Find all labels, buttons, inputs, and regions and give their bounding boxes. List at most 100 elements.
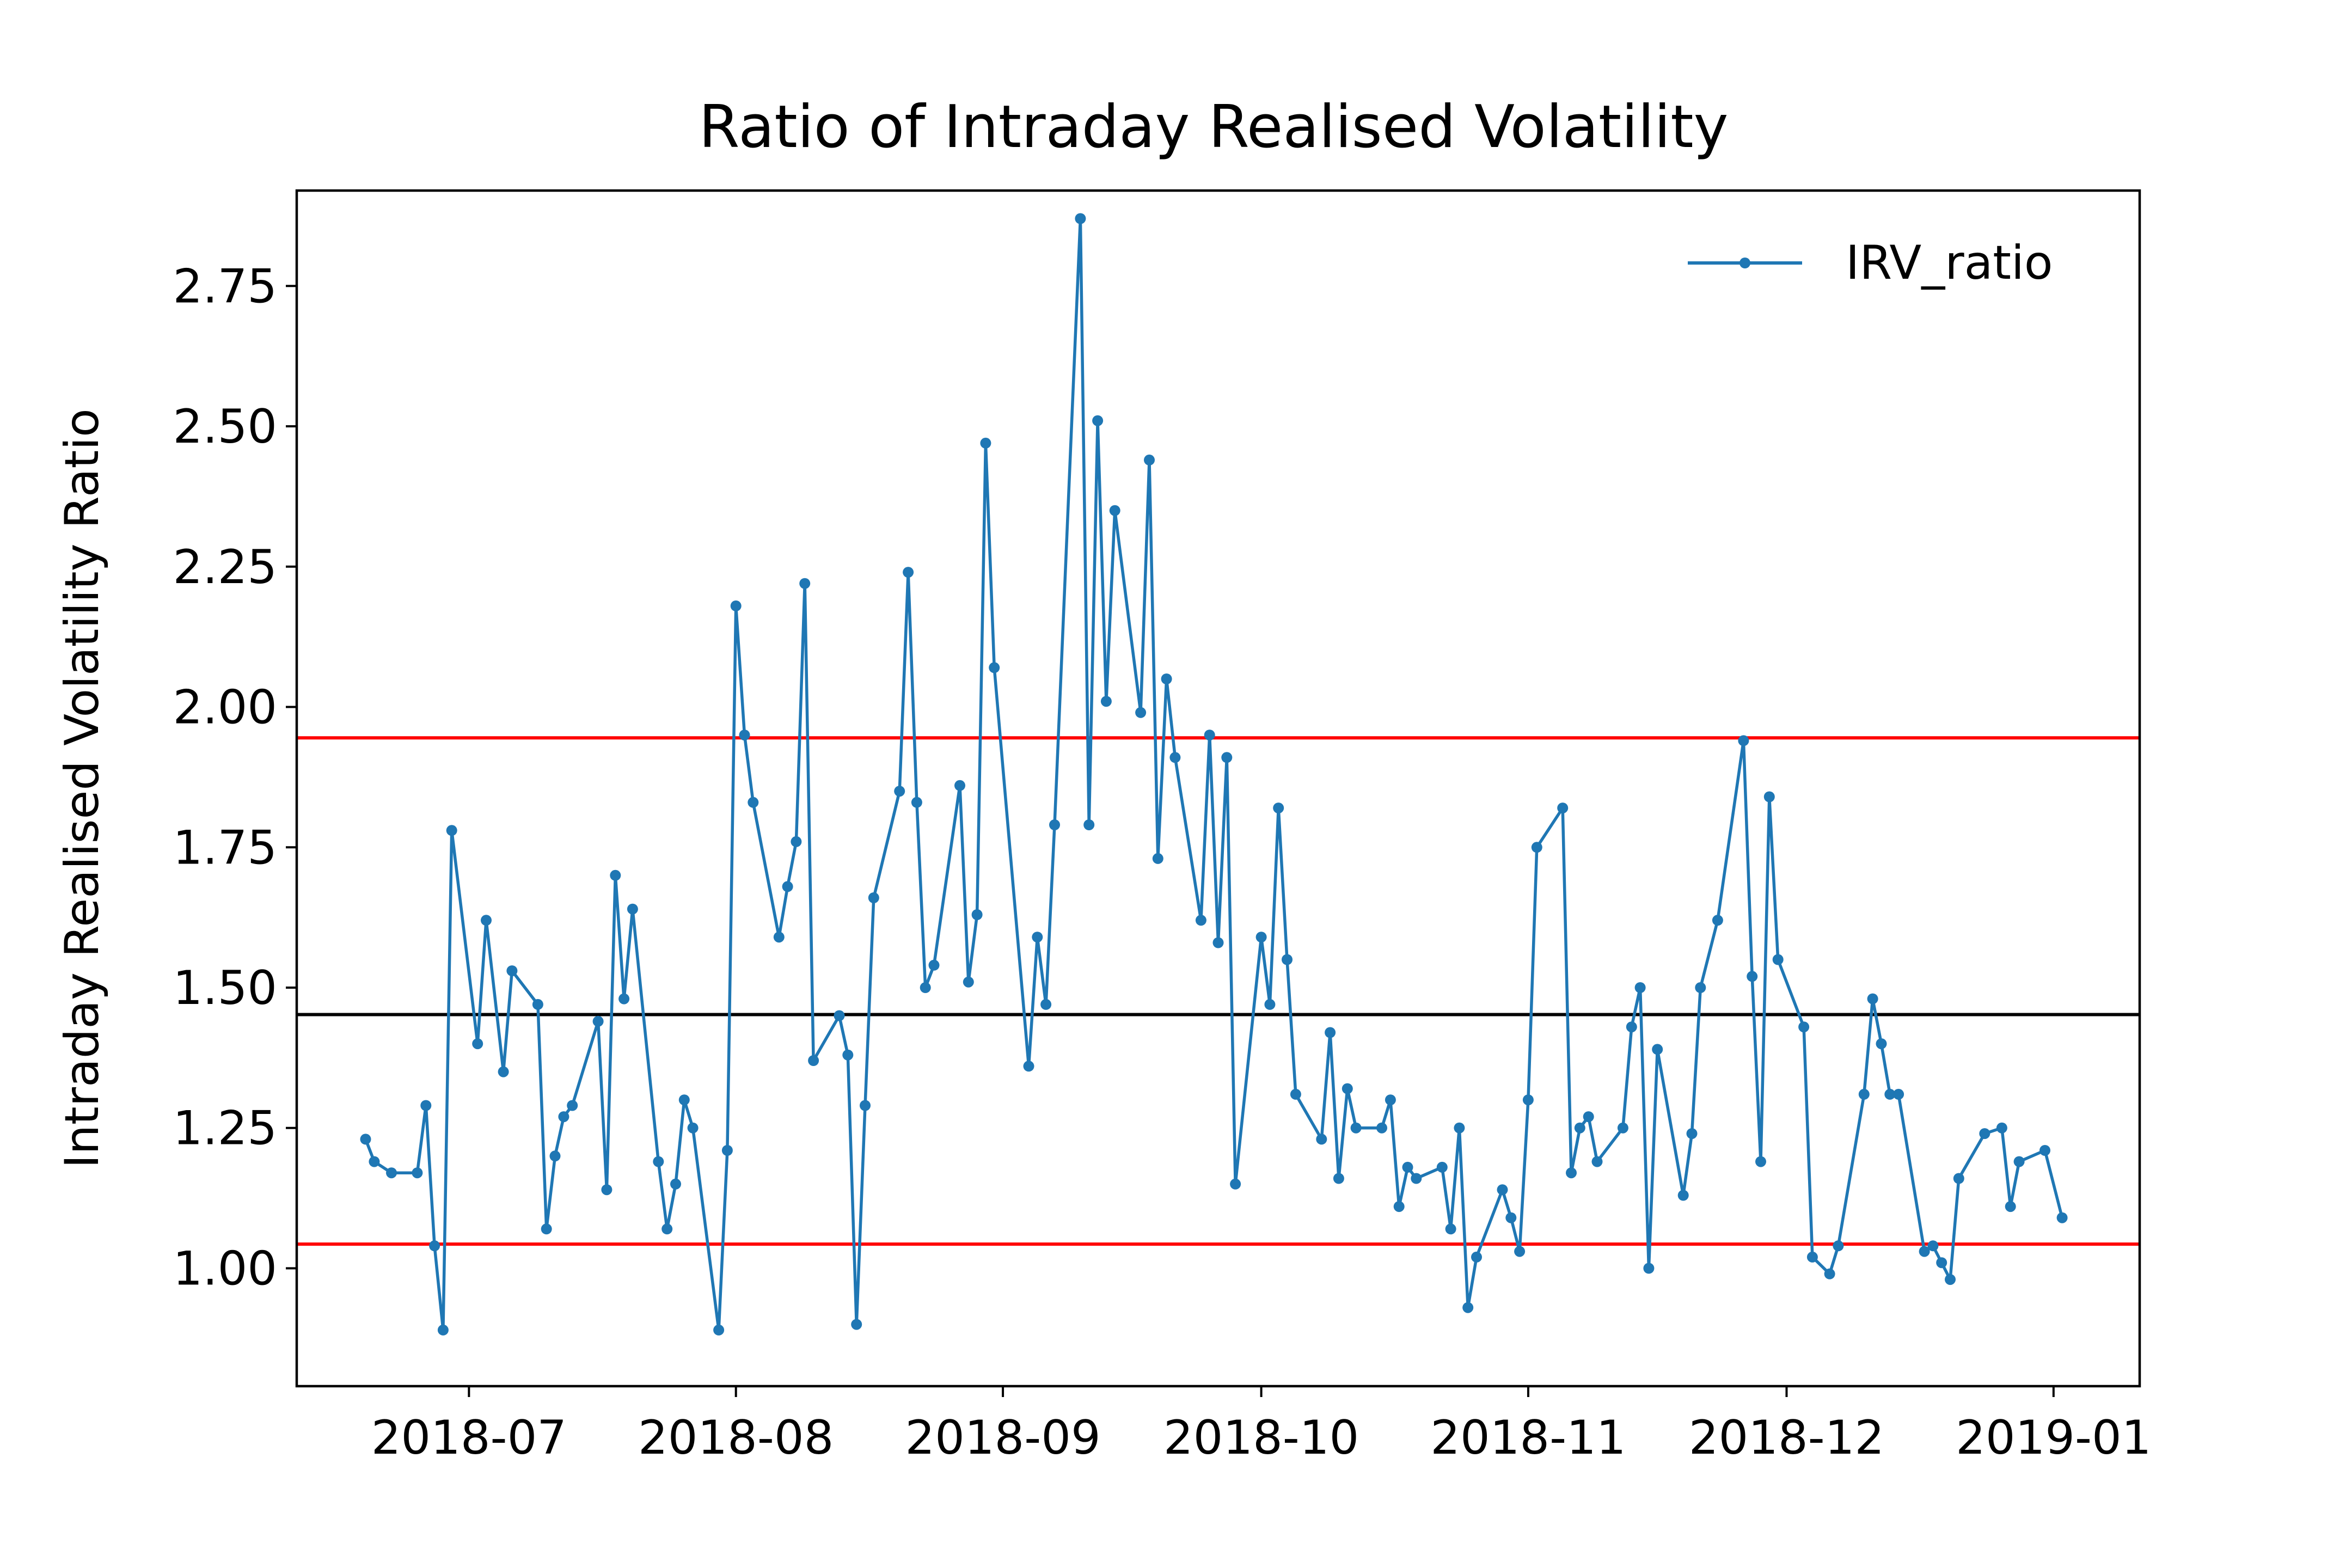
data-point <box>730 600 742 611</box>
data-point <box>1996 1122 2007 1134</box>
data-point <box>1385 1094 1396 1106</box>
y-tick-label: 1.75 <box>173 820 277 875</box>
data-point <box>1772 954 1784 965</box>
data-point <box>1876 1038 1887 1050</box>
data-point <box>1471 1251 1482 1263</box>
data-point <box>1393 1201 1405 1212</box>
data-point <box>498 1066 509 1077</box>
data-point <box>834 1010 845 1021</box>
data-point <box>678 1094 690 1106</box>
series-layer <box>360 213 2068 1336</box>
y-tick-label: 1.00 <box>173 1241 277 1296</box>
data-point <box>851 1319 862 1330</box>
data-point <box>860 1100 871 1111</box>
y-tick-label: 1.50 <box>173 961 277 1015</box>
data-point <box>1135 707 1147 718</box>
data-point <box>808 1055 819 1066</box>
data-point <box>971 909 983 920</box>
data-point <box>903 567 914 578</box>
y-tick-label: 2.00 <box>173 681 277 735</box>
data-point <box>1195 915 1206 926</box>
data-point <box>2039 1145 2050 1156</box>
data-point <box>1230 1178 1241 1190</box>
chart-title: Ratio of Intraday Realised Volatility <box>699 93 1728 161</box>
data-point <box>1557 803 1569 814</box>
data-point <box>1376 1122 1387 1134</box>
legend: IRV_ratio <box>1682 223 2107 305</box>
data-point <box>1936 1257 1947 1269</box>
data-point <box>1264 999 1276 1010</box>
data-point <box>1411 1173 1422 1184</box>
data-point <box>1514 1246 1526 1257</box>
x-tick-label: 2018-09 <box>905 1411 1100 1465</box>
data-point <box>1686 1128 1698 1140</box>
data-point <box>868 892 879 903</box>
data-point <box>1212 937 1224 948</box>
x-tick-label: 2018-11 <box>1430 1411 1626 1465</box>
data-point <box>1583 1111 1594 1123</box>
data-point <box>1169 752 1181 763</box>
data-point <box>412 1167 423 1179</box>
data-point <box>1316 1134 1327 1145</box>
data-point <box>1497 1184 1508 1196</box>
data-point <box>799 578 811 589</box>
data-point <box>1161 673 1172 684</box>
data-point <box>670 1178 681 1190</box>
data-point <box>1325 1027 1336 1038</box>
data-point <box>1040 999 1052 1010</box>
data-point <box>627 903 638 915</box>
data-point <box>420 1100 432 1111</box>
data-point <box>1626 1021 1637 1033</box>
data-point <box>1032 932 1043 943</box>
data-point <box>506 965 518 977</box>
data-point <box>1092 415 1104 426</box>
data-point <box>1953 1173 1964 1184</box>
data-point <box>1462 1302 1474 1313</box>
data-point <box>782 881 793 892</box>
data-point <box>2005 1201 2016 1212</box>
data-point <box>1023 1061 1034 1072</box>
data-point <box>1505 1212 1517 1223</box>
data-point <box>739 730 750 741</box>
data-point <box>369 1156 380 1167</box>
data-point <box>920 982 931 993</box>
data-point <box>1738 735 1749 746</box>
data-point <box>1083 819 1095 830</box>
data-point <box>1677 1190 1689 1201</box>
data-point <box>687 1122 699 1134</box>
data-point <box>1643 1263 1655 1274</box>
data-point <box>1617 1122 1628 1134</box>
x-tick-label: 2018-10 <box>1163 1411 1359 1465</box>
data-point <box>1833 1240 1844 1252</box>
data-point <box>1531 842 1542 853</box>
data-point <box>1100 696 1112 707</box>
data-point <box>791 836 802 847</box>
axes <box>295 189 2141 1388</box>
data-point <box>1574 1122 1585 1134</box>
data-point <box>610 869 621 881</box>
data-point <box>1566 1167 1577 1179</box>
data-point <box>1522 1094 1534 1106</box>
data-point <box>1945 1274 1956 1285</box>
x-tick-label: 2018-12 <box>1689 1411 1884 1465</box>
data-point <box>721 1145 733 1156</box>
data-point <box>1221 752 1233 763</box>
data-point <box>653 1156 664 1167</box>
data-point <box>1273 803 1284 814</box>
data-point <box>1867 993 1878 1004</box>
data-point <box>618 993 630 1004</box>
data-point <box>437 1324 449 1336</box>
data-point <box>1927 1240 1939 1252</box>
data-point <box>1255 932 1267 943</box>
y-tick-label: 2.75 <box>173 259 277 314</box>
data-point <box>1204 730 1215 741</box>
data-point <box>429 1240 440 1252</box>
data-point <box>360 1134 371 1145</box>
data-point <box>386 1167 397 1179</box>
data-point <box>2013 1156 2025 1167</box>
data-point <box>1282 954 1293 965</box>
data-point <box>1747 971 1758 982</box>
data-point <box>842 1049 854 1061</box>
data-point <box>472 1038 483 1050</box>
